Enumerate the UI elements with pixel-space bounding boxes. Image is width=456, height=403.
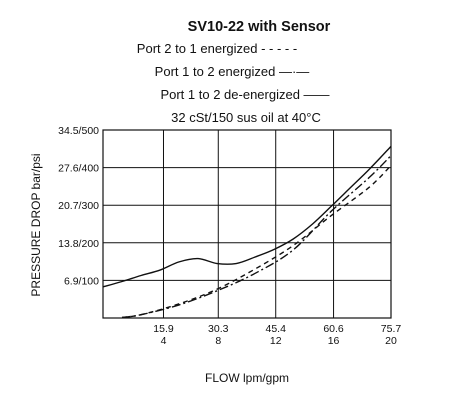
legend-entry-port-2-to-1-energized: Port 2 to 1 energized - - - - - — [137, 41, 297, 56]
axis-ticks: 15.94 30.38 45.412 60.616 75.720 6.9/100 13.8/… — [58, 125, 401, 347]
y-tick-label: 6.9/100 — [64, 275, 99, 287]
y-tick-label: 27.6/400 — [58, 163, 99, 175]
chart-title: SV10-22 with Sensor — [188, 19, 331, 35]
plot-area-frame — [102, 129, 392, 319]
x-tick-label-lpm: 45.4 — [266, 323, 287, 335]
series-lines — [102, 145, 392, 319]
x-tick-label-gpm: 12 — [270, 335, 282, 347]
y-tick-label: 13.8/200 — [58, 238, 99, 250]
x-tick-label-lpm: 30.3 — [208, 323, 229, 335]
grid — [103, 129, 392, 318]
x-tick-label-lpm: 60.6 — [323, 323, 344, 335]
legend-entry-port-1-to-2-de-energized: Port 1 to 2 de-energized —— — [160, 87, 329, 102]
y-tick-label: 20.7/300 — [58, 200, 99, 212]
y-axis-label: PRESSURE DROP bar/psi — [29, 153, 43, 296]
legend-entry-port-1-to-2-energized: Port 1 to 2 energized —·— — [155, 64, 310, 79]
x-tick-label-gpm: 16 — [328, 335, 340, 347]
y-tick-label: 34.5/500 — [58, 125, 99, 137]
x-tick-label-gpm: 4 — [161, 335, 167, 347]
x-tick-label-gpm: 8 — [215, 335, 221, 347]
oil-condition-note: 32 cSt/150 sus oil at 40°C — [171, 110, 321, 125]
series-line-port-1-to-2-de-energized — [102, 145, 392, 288]
x-tick-label-gpm: 20 — [385, 335, 397, 347]
series-line-port-1-to-2-energized — [121, 155, 392, 319]
x-tick-label-lpm: 75.7 — [381, 323, 402, 335]
x-tick-label-lpm: 15.9 — [153, 323, 174, 335]
x-axis-label: FLOW lpm/gpm — [205, 371, 289, 385]
